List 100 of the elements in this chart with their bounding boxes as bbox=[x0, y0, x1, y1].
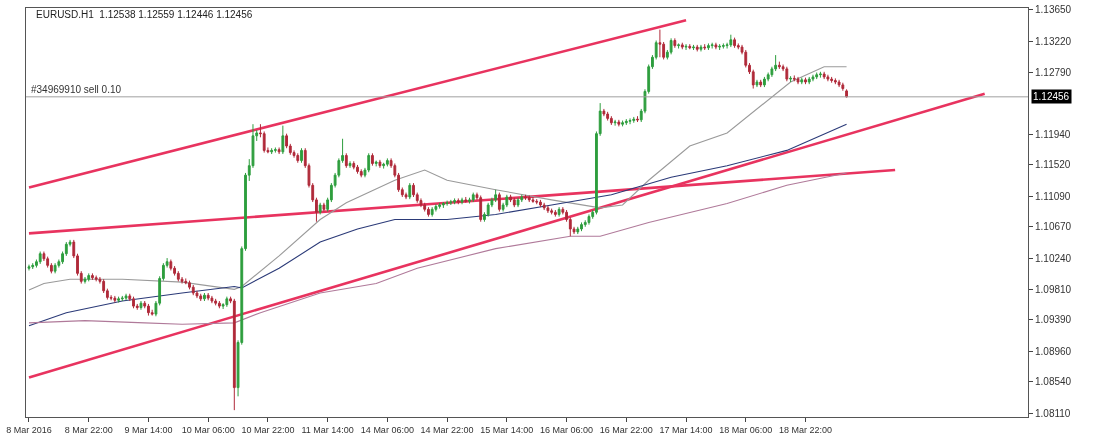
candlestick bbox=[206, 292, 210, 301]
candlestick bbox=[468, 197, 471, 205]
candlestick bbox=[677, 42, 680, 50]
candlestick bbox=[721, 42, 725, 50]
candlestick bbox=[184, 277, 188, 285]
x-tick-label: 15 Mar 14:00 bbox=[480, 424, 534, 435]
candlestick bbox=[695, 44, 699, 52]
candlestick bbox=[699, 44, 703, 52]
candlestick bbox=[225, 296, 229, 308]
candlestick bbox=[669, 37, 673, 55]
candlestick bbox=[494, 189, 498, 203]
candlestick bbox=[281, 125, 285, 155]
candlestick bbox=[826, 74, 830, 82]
candlestick bbox=[367, 152, 371, 173]
y-tick-label: 1.12790 bbox=[1035, 67, 1072, 79]
candlestick bbox=[479, 195, 483, 223]
candlestick bbox=[385, 157, 389, 167]
candlestick bbox=[38, 251, 42, 265]
candlestick bbox=[132, 296, 135, 309]
candlestick bbox=[404, 192, 408, 200]
y-tick-label: 1.11520 bbox=[1035, 159, 1071, 171]
candlestick bbox=[486, 202, 490, 218]
x-tick-label: 8 Mar 2016 bbox=[6, 424, 52, 435]
candlestick bbox=[680, 42, 684, 50]
candlestick bbox=[456, 197, 460, 205]
candlestick bbox=[830, 76, 834, 84]
candlestick bbox=[736, 42, 740, 50]
candlestick bbox=[91, 272, 94, 281]
y-tick-label: 1.10670 bbox=[1035, 221, 1072, 233]
candlestick bbox=[214, 298, 218, 306]
candlestick bbox=[733, 37, 736, 49]
y-tick-label: 1.08540 bbox=[1035, 376, 1072, 388]
candlestick bbox=[94, 275, 98, 282]
candlestick bbox=[322, 202, 326, 213]
x-tick-label: 16 Mar 06:00 bbox=[540, 424, 594, 435]
candlestick bbox=[729, 34, 733, 48]
candlestick bbox=[176, 270, 180, 282]
candlestick bbox=[815, 72, 819, 80]
candlestick bbox=[688, 43, 692, 50]
x-tick-label: 17 Mar 14:00 bbox=[659, 424, 713, 435]
x-tick-label: 14 Mar 22:00 bbox=[420, 424, 474, 435]
candlestick bbox=[441, 201, 445, 209]
candlestick bbox=[714, 42, 718, 50]
y-tick-label: 1.10240 bbox=[1035, 252, 1072, 264]
candlestick bbox=[460, 197, 464, 205]
candlestick bbox=[606, 111, 610, 122]
y-tick-label: 1.08960 bbox=[1035, 345, 1072, 357]
candlestick bbox=[83, 276, 87, 285]
candlestick bbox=[837, 79, 841, 88]
candlestick bbox=[811, 74, 815, 82]
candlestick bbox=[449, 199, 453, 206]
x-tick-label: 16 Mar 22:00 bbox=[599, 424, 653, 435]
candlestick bbox=[124, 293, 128, 301]
candlestick bbox=[800, 77, 804, 85]
candlestick bbox=[819, 71, 822, 79]
candlestick bbox=[718, 43, 722, 51]
candlestick bbox=[344, 152, 348, 169]
candlestick bbox=[755, 79, 759, 88]
x-tick-label: 10 Mar 22:00 bbox=[241, 424, 295, 435]
candlestick bbox=[438, 202, 442, 210]
candlestick bbox=[445, 200, 449, 207]
candlestick bbox=[542, 202, 546, 211]
candlestick bbox=[53, 262, 57, 274]
candlestick bbox=[199, 293, 203, 302]
x-tick-label: 11 Mar 14:00 bbox=[301, 424, 354, 435]
chart-title: EURUSD.H1 1.12538 1.12559 1.12446 1.12456 bbox=[36, 9, 253, 21]
candlestick bbox=[796, 76, 800, 85]
y-tick-label: 1.08110 bbox=[1035, 407, 1071, 419]
candlestick bbox=[707, 42, 710, 51]
candlestick bbox=[453, 197, 456, 205]
candlestick bbox=[833, 77, 837, 85]
y-tick-label: 1.13650 bbox=[1035, 4, 1072, 16]
candlestick bbox=[217, 300, 221, 309]
candlestick bbox=[792, 74, 796, 82]
candlestick bbox=[273, 146, 277, 154]
candlestick bbox=[632, 116, 636, 124]
candlestick bbox=[277, 146, 281, 155]
candlestick bbox=[777, 61, 781, 70]
candlestick bbox=[624, 118, 628, 126]
candlestick bbox=[557, 206, 561, 218]
candlestick bbox=[203, 292, 206, 302]
candlestick bbox=[546, 205, 550, 214]
candlestick bbox=[371, 152, 374, 167]
candlestick bbox=[527, 195, 531, 203]
x-tick-label: 18 Mar 22:00 bbox=[778, 424, 833, 435]
candlestick bbox=[804, 77, 807, 85]
candlestick bbox=[352, 160, 356, 170]
candlestick bbox=[300, 147, 303, 164]
candlestick bbox=[374, 160, 378, 167]
candlestick bbox=[139, 300, 143, 311]
candlestick bbox=[609, 115, 613, 126]
candlestick bbox=[46, 256, 50, 269]
candlestick bbox=[841, 82, 845, 92]
candlestick bbox=[531, 196, 535, 204]
candlestick bbox=[580, 221, 583, 232]
candlestick bbox=[509, 194, 512, 203]
candlestick bbox=[348, 160, 352, 169]
candlestick bbox=[628, 117, 632, 125]
candlestick bbox=[232, 298, 236, 411]
candlestick bbox=[524, 194, 527, 201]
